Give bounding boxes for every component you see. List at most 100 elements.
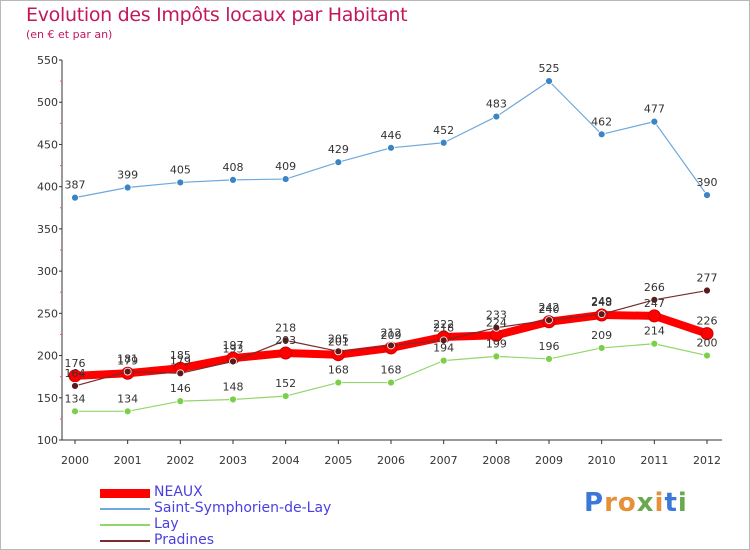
- data-point-saint-symphorien-de-lay: [650, 117, 659, 126]
- data-point-saint-symphorien-de-lay: [439, 138, 448, 147]
- x-tick-label: 2000: [61, 454, 89, 467]
- y-tick-label: 550: [37, 54, 58, 67]
- data-point-lay: [229, 395, 237, 404]
- data-point-pradines: [387, 341, 395, 350]
- data-point-lay: [703, 351, 711, 360]
- data-label-lay: 200: [697, 337, 718, 350]
- data-point-lay: [545, 355, 553, 363]
- data-point-neaux: [700, 327, 714, 341]
- legend-label: Pradines: [154, 532, 215, 548]
- x-tick-label: 2005: [324, 454, 352, 467]
- data-label-lay: 148: [223, 380, 244, 393]
- data-point-pradines: [334, 347, 343, 356]
- data-label-saint-symphorien-de-lay: 525: [539, 62, 560, 75]
- logo-letter: x: [636, 488, 655, 518]
- data-point-pradines: [650, 295, 659, 304]
- data-label-pradines: 266: [644, 281, 665, 294]
- data-label-lay: 168: [328, 364, 349, 377]
- data-point-saint-symphorien-de-lay: [492, 112, 501, 121]
- data-point-pradines: [439, 336, 448, 345]
- data-point-lay: [281, 392, 290, 400]
- data-label-pradines: 212: [381, 326, 402, 339]
- data-point-lay: [123, 407, 132, 416]
- y-tick-label: 250: [37, 307, 58, 320]
- x-tick-label: 2011: [640, 454, 668, 467]
- x-tick-label: 2012: [693, 454, 721, 467]
- legend-swatch: [100, 524, 150, 526]
- logo-letter: P: [584, 488, 605, 518]
- legend-label: NEAUX: [154, 484, 203, 500]
- legend-label: Lay: [154, 516, 179, 532]
- data-point-pradines: [71, 382, 79, 390]
- data-point-lay: [650, 339, 659, 348]
- legend-swatch: [100, 508, 150, 510]
- data-label-saint-symphorien-de-lay: 387: [65, 179, 86, 192]
- data-label-lay: 199: [486, 337, 507, 350]
- data-point-saint-symphorien-de-lay: [71, 193, 79, 202]
- data-point-lay: [176, 397, 185, 406]
- data-label-lay: 134: [117, 392, 138, 405]
- data-label-pradines: 179: [170, 354, 191, 367]
- data-point-neaux: [279, 346, 293, 360]
- data-label-saint-symphorien-de-lay: 429: [328, 143, 349, 156]
- x-tick-label: 2010: [588, 454, 616, 467]
- data-label-neaux: 247: [644, 297, 665, 310]
- data-label-lay: 152: [275, 377, 296, 390]
- data-point-saint-symphorien-de-lay: [703, 191, 711, 200]
- data-point-saint-symphorien-de-lay: [597, 130, 606, 139]
- data-label-saint-symphorien-de-lay: 405: [170, 163, 191, 176]
- chart-subtitle: (en € et par an): [26, 28, 113, 41]
- data-label-pradines: 277: [697, 272, 718, 285]
- data-label-lay: 146: [170, 382, 191, 395]
- y-tick-label: 300: [37, 265, 58, 278]
- data-label-neaux: 185: [170, 349, 191, 362]
- data-point-saint-symphorien-de-lay: [334, 158, 343, 167]
- data-label-lay: 194: [433, 342, 454, 355]
- data-point-neaux: [68, 369, 82, 383]
- legend-swatch: [100, 488, 150, 498]
- data-label-pradines: 242: [539, 301, 560, 314]
- data-label-neaux: 176: [65, 357, 86, 370]
- data-point-lay: [71, 407, 79, 416]
- logo-letter: t: [664, 488, 678, 518]
- data-point-saint-symphorien-de-lay: [545, 77, 553, 86]
- data-label-saint-symphorien-de-lay: 399: [117, 169, 138, 182]
- data-label-pradines: 218: [275, 321, 296, 334]
- data-label-neaux: 203: [275, 334, 296, 347]
- x-tick-label: 2008: [482, 454, 510, 467]
- data-point-saint-symphorien-de-lay: [387, 143, 395, 152]
- data-label-lay: 196: [539, 340, 560, 353]
- x-tick-label: 2001: [114, 454, 142, 467]
- data-label-saint-symphorien-de-lay: 462: [591, 115, 612, 128]
- y-tick-label: 200: [37, 350, 58, 363]
- data-label-lay: 134: [65, 392, 86, 405]
- data-label-saint-symphorien-de-lay: 452: [433, 124, 454, 137]
- y-tick-label: 150: [37, 392, 58, 405]
- data-point-pradines: [492, 323, 501, 332]
- data-label-neaux: 248: [591, 296, 612, 309]
- data-point-lay: [492, 352, 501, 361]
- chart-title: Evolution des Impôts locaux par Habitant: [26, 4, 408, 26]
- logo-letter: o: [617, 488, 637, 518]
- data-point-lay: [597, 344, 606, 352]
- y-tick-label: 450: [37, 138, 58, 151]
- data-label-lay: 209: [591, 329, 612, 342]
- data-label-pradines: 205: [328, 332, 349, 345]
- logo-letter: r: [604, 488, 618, 518]
- y-tick-label: 100: [37, 434, 58, 447]
- data-label-saint-symphorien-de-lay: 483: [486, 98, 507, 111]
- legend-label: Saint-Symphorien-de-Lay: [154, 500, 332, 516]
- data-label-saint-symphorien-de-lay: 477: [644, 103, 665, 116]
- data-label-lay: 168: [381, 364, 402, 377]
- data-point-saint-symphorien-de-lay: [229, 176, 237, 184]
- data-point-saint-symphorien-de-lay: [176, 178, 185, 187]
- data-label-pradines: 249: [591, 295, 612, 308]
- data-point-pradines: [123, 367, 132, 376]
- logo-letter: i: [677, 488, 688, 518]
- data-label-pradines: 181: [117, 353, 138, 366]
- data-point-neaux: [647, 309, 661, 323]
- data-label-neaux: 209: [381, 329, 402, 342]
- data-label-neaux: 240: [539, 303, 560, 316]
